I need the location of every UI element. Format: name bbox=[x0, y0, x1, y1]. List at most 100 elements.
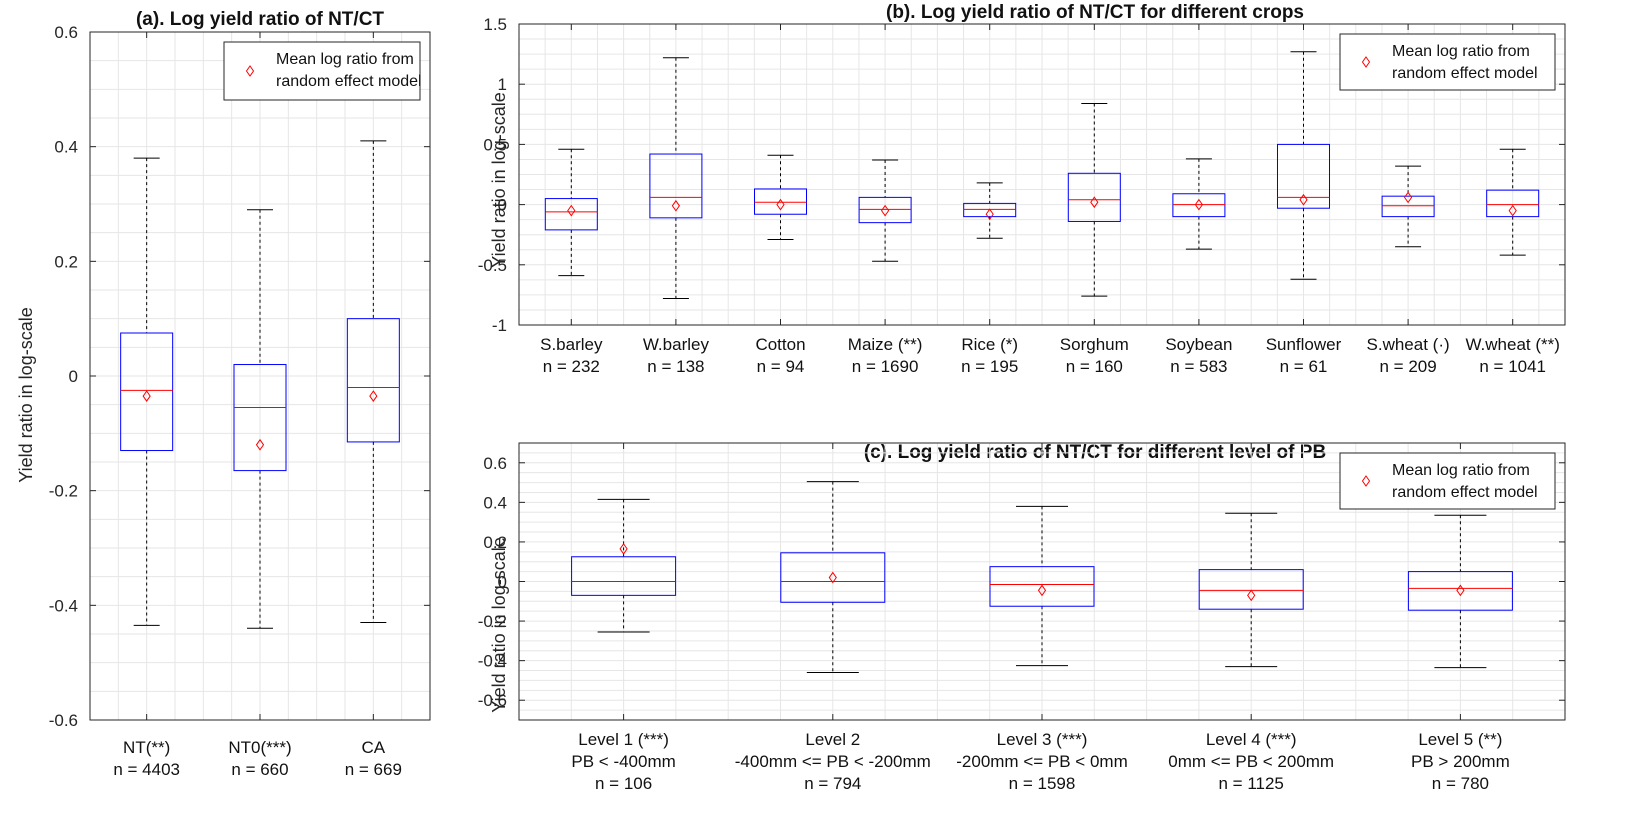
legend-label: Mean log ratio from bbox=[1392, 43, 1530, 60]
y-tick-label: 1 bbox=[498, 75, 507, 94]
category-label: Cotton bbox=[755, 335, 805, 354]
category-label: NT0(***) bbox=[228, 738, 291, 757]
y-tick-label: -0.5 bbox=[478, 256, 507, 275]
y-tick-label: -0.2 bbox=[478, 612, 507, 631]
category-label: Level 1 (***) bbox=[578, 730, 669, 749]
box bbox=[754, 188, 807, 215]
chart-b-plot-area: -1 -0.5 0 0.5 1 1.5 S.barley n = 232 W.barley n =… bbox=[478, 15, 1566, 376]
category-label: PB > 200mm bbox=[1411, 752, 1510, 771]
y-tick-label: -0.6 bbox=[478, 691, 507, 710]
category-label: PB < -400mm bbox=[571, 752, 675, 771]
box bbox=[1067, 172, 1121, 222]
mean-marker bbox=[1037, 584, 1047, 597]
category-label: n = 780 bbox=[1432, 774, 1489, 793]
mean-marker bbox=[1456, 584, 1465, 597]
y-tick-label: 0 bbox=[498, 196, 507, 215]
legend-mean-marker bbox=[1361, 475, 1371, 487]
box-group bbox=[544, 148, 598, 277]
category-label: -200mm <= PB < 0mm bbox=[956, 752, 1127, 771]
mean-marker bbox=[1194, 198, 1204, 211]
category-label: n = 1041 bbox=[1479, 357, 1546, 376]
category-label: Sunflower bbox=[1266, 335, 1342, 354]
box-group bbox=[1172, 158, 1226, 250]
category-label: n = 94 bbox=[757, 357, 805, 376]
box-group bbox=[1486, 148, 1540, 256]
box-group bbox=[989, 505, 1095, 667]
legend-box bbox=[1339, 452, 1556, 510]
legend: Mean log ratio from random effect model bbox=[1339, 452, 1556, 510]
category-label: Level 4 (***) bbox=[1206, 730, 1297, 749]
y-tick-label: -0.6 bbox=[49, 711, 78, 730]
box-group bbox=[1381, 165, 1435, 248]
category-label: n = 106 bbox=[595, 774, 652, 793]
category-label: Sorghum bbox=[1060, 335, 1129, 354]
y-tick-label: -0.4 bbox=[49, 596, 78, 615]
box bbox=[120, 332, 174, 452]
box bbox=[1277, 143, 1330, 209]
box-group bbox=[754, 154, 807, 241]
axes-frame bbox=[518, 23, 1566, 326]
category-label: Soybean bbox=[1165, 335, 1232, 354]
box-group bbox=[120, 157, 174, 626]
category-label: W.barley bbox=[643, 335, 710, 354]
category-label: Maize (**) bbox=[848, 335, 923, 354]
chart-c: (c). Log yield ratio of NT/CT for differ… bbox=[478, 442, 1566, 793]
box-group bbox=[346, 140, 400, 624]
category-label: 0mm <= PB < 200mm bbox=[1168, 752, 1334, 771]
box-group bbox=[1407, 514, 1513, 669]
category-label: n = 4403 bbox=[113, 760, 180, 779]
box bbox=[233, 364, 287, 472]
category-label: Level 3 (***) bbox=[997, 730, 1088, 749]
category-label: n = 232 bbox=[543, 357, 600, 376]
chart-a-title: (a). Log yield ratio of NT/CT bbox=[136, 9, 384, 30]
y-tick-label: -0.4 bbox=[478, 652, 507, 671]
box-group bbox=[649, 57, 703, 300]
box-group bbox=[1277, 51, 1330, 280]
box bbox=[649, 153, 703, 219]
mean-marker bbox=[255, 438, 265, 451]
category-label: Rice (*) bbox=[961, 335, 1018, 354]
box-group bbox=[858, 159, 912, 262]
mean-marker bbox=[776, 198, 785, 211]
y-tick-label: 0.6 bbox=[54, 23, 78, 42]
chart-b: (b). Log yield ratio of NT/CT for differ… bbox=[478, 2, 1566, 376]
legend-label: random effect model bbox=[1392, 484, 1538, 501]
mean-marker bbox=[1403, 191, 1413, 204]
y-tick-label: 0 bbox=[498, 573, 507, 592]
box bbox=[1486, 189, 1540, 218]
mean-marker bbox=[567, 204, 576, 217]
chart-c-plot-area: -0.6 -0.4 -0.2 0 0.2 0.4 0.6 Level 1 (***) PB < … bbox=[478, 442, 1566, 793]
legend-mean-marker bbox=[245, 65, 255, 77]
box bbox=[1198, 569, 1304, 610]
box bbox=[989, 566, 1095, 607]
chart-c-ylabel: Yield ratio in log-scale bbox=[489, 537, 509, 712]
mean-marker bbox=[619, 542, 628, 555]
legend-label: random effect model bbox=[276, 73, 422, 90]
category-label: W.wheat (**) bbox=[1465, 335, 1559, 354]
legend-box bbox=[1339, 33, 1556, 91]
category-label: n = 794 bbox=[804, 774, 861, 793]
category-label: n = 1125 bbox=[1219, 774, 1284, 793]
box bbox=[1407, 571, 1513, 611]
chart-a-ylabel: Yield ratio in log-scale bbox=[16, 307, 36, 482]
mean-marker bbox=[1299, 193, 1308, 206]
chart-b-title: (b). Log yield ratio of NT/CT for differ… bbox=[886, 2, 1304, 23]
mean-marker bbox=[828, 571, 837, 584]
category-label: n = 669 bbox=[345, 760, 402, 779]
category-label: n = 209 bbox=[1379, 357, 1436, 376]
y-tick-label: 0.6 bbox=[483, 454, 507, 473]
y-tick-label: 1.5 bbox=[483, 15, 507, 34]
y-tick-label: 0.4 bbox=[54, 138, 78, 157]
box-group bbox=[233, 209, 287, 629]
category-label: S.barley bbox=[540, 335, 603, 354]
legend-label: Mean log ratio from bbox=[1392, 462, 1530, 479]
box-group bbox=[571, 498, 677, 633]
y-tick-label: 0 bbox=[69, 367, 78, 386]
category-label: S.wheat (·) bbox=[1367, 335, 1450, 354]
mean-marker bbox=[880, 204, 890, 217]
chart-b-ylabel: Yield ratio in log-scale bbox=[489, 92, 509, 267]
mean-marker bbox=[142, 390, 151, 402]
category-label: NT(**) bbox=[123, 738, 170, 757]
category-label: Level 2 bbox=[805, 730, 860, 749]
